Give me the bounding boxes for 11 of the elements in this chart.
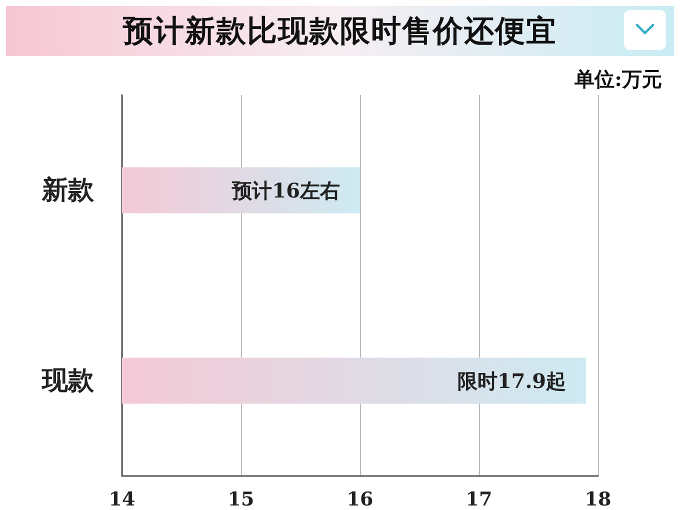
x-tick-label: 15 (228, 488, 254, 510)
y-tick-label: 现款 (41, 366, 95, 396)
x-tick-label: 18 (584, 488, 612, 510)
x-tick-label: 17 (466, 488, 492, 510)
y-tick-label: 新款 (41, 175, 95, 206)
chart-subtitle: 单位:万元 (574, 66, 662, 93)
x-tick-label: 16 (346, 488, 374, 510)
data-label: 限时17.9起 (457, 368, 566, 393)
data-label: 预计16左右 (231, 178, 340, 202)
x-tick-label: 14 (108, 488, 136, 510)
chart-title: 预计新款比现款限时售价还便宜 (123, 12, 557, 50)
